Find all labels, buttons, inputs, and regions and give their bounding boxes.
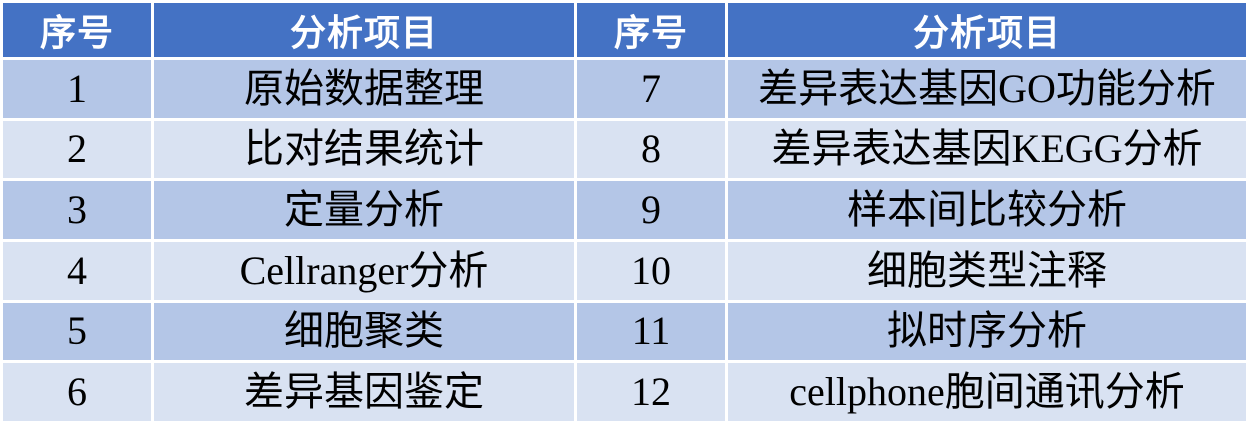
serial-cell: 5 bbox=[3, 302, 151, 361]
item-cell: 定量分析 bbox=[154, 181, 574, 239]
header-item-left: 分析项目 bbox=[154, 3, 574, 57]
serial-cell: 9 bbox=[577, 181, 725, 239]
serial-cell: 7 bbox=[577, 60, 725, 118]
serial-cell: 6 bbox=[3, 363, 151, 421]
serial-cell: 2 bbox=[3, 120, 151, 179]
serial-cell: 8 bbox=[577, 120, 725, 179]
table-body: 1 原始数据整理 7 差异表达基因GO功能分析 2 比对结果统计 8 差异表达基… bbox=[3, 60, 1246, 421]
item-cell: 细胞聚类 bbox=[154, 302, 574, 361]
item-cell: 拟时序分析 bbox=[728, 302, 1246, 361]
table-row: 1 原始数据整理 7 差异表达基因GO功能分析 bbox=[3, 60, 1246, 118]
header-serial-left: 序号 bbox=[3, 3, 151, 57]
table-row: 4 Cellranger分析 10 细胞类型注释 bbox=[3, 241, 1246, 300]
table-row: 6 差异基因鉴定 12 cellphone胞间通讯分析 bbox=[3, 363, 1246, 421]
item-cell: 比对结果统计 bbox=[154, 120, 574, 179]
item-cell: 差异表达基因GO功能分析 bbox=[728, 60, 1246, 118]
serial-cell: 3 bbox=[3, 181, 151, 239]
table-row: 5 细胞聚类 11 拟时序分析 bbox=[3, 302, 1246, 361]
item-cell: cellphone胞间通讯分析 bbox=[728, 363, 1246, 421]
item-cell: 差异表达基因KEGG分析 bbox=[728, 120, 1246, 179]
item-cell: 差异基因鉴定 bbox=[154, 363, 574, 421]
serial-cell: 4 bbox=[3, 241, 151, 300]
serial-cell: 1 bbox=[3, 60, 151, 118]
item-cell: 细胞类型注释 bbox=[728, 241, 1246, 300]
item-cell: 样本间比较分析 bbox=[728, 181, 1246, 239]
table-row: 3 定量分析 9 样本间比较分析 bbox=[3, 181, 1246, 239]
serial-cell: 11 bbox=[577, 302, 725, 361]
item-cell: Cellranger分析 bbox=[154, 241, 574, 300]
table-header: 序号 分析项目 序号 分析项目 bbox=[3, 3, 1246, 57]
item-cell: 原始数据整理 bbox=[154, 60, 574, 118]
table-row: 2 比对结果统计 8 差异表达基因KEGG分析 bbox=[3, 120, 1246, 179]
header-row: 序号 分析项目 序号 分析项目 bbox=[3, 3, 1246, 57]
header-item-right: 分析项目 bbox=[728, 3, 1246, 57]
serial-cell: 12 bbox=[577, 363, 725, 421]
header-serial-right: 序号 bbox=[577, 3, 725, 57]
serial-cell: 10 bbox=[577, 241, 725, 300]
